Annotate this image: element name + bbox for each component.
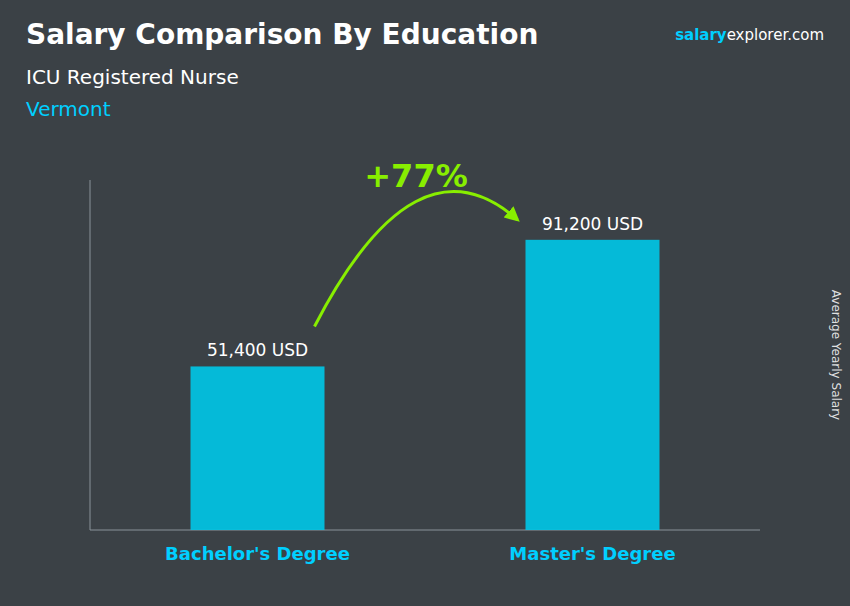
bars	[191, 240, 660, 530]
chart: Salary Comparison By Education ICU Regist…	[0, 0, 850, 606]
subtitle: ICU Registered Nurse	[26, 65, 239, 89]
value-label: 91,200 USD	[542, 214, 643, 234]
category-label: Master's Degree	[509, 543, 675, 564]
value-label: 51,400 USD	[207, 340, 308, 360]
title: Salary Comparison By Education	[26, 18, 538, 51]
bar	[526, 240, 660, 530]
y-axis-label: Average Yearly Salary	[829, 290, 843, 420]
website: salaryexplorer.com	[675, 26, 824, 44]
background	[0, 0, 850, 606]
website-part: explorer.com	[727, 26, 824, 44]
category-label: Bachelor's Degree	[165, 543, 350, 564]
website-part: salary	[675, 26, 727, 44]
change-label: +77%	[364, 157, 467, 195]
y-axis-line	[90, 180, 91, 530]
location: Vermont	[26, 97, 111, 121]
bar	[191, 366, 325, 530]
change-arrow	[315, 192, 518, 327]
